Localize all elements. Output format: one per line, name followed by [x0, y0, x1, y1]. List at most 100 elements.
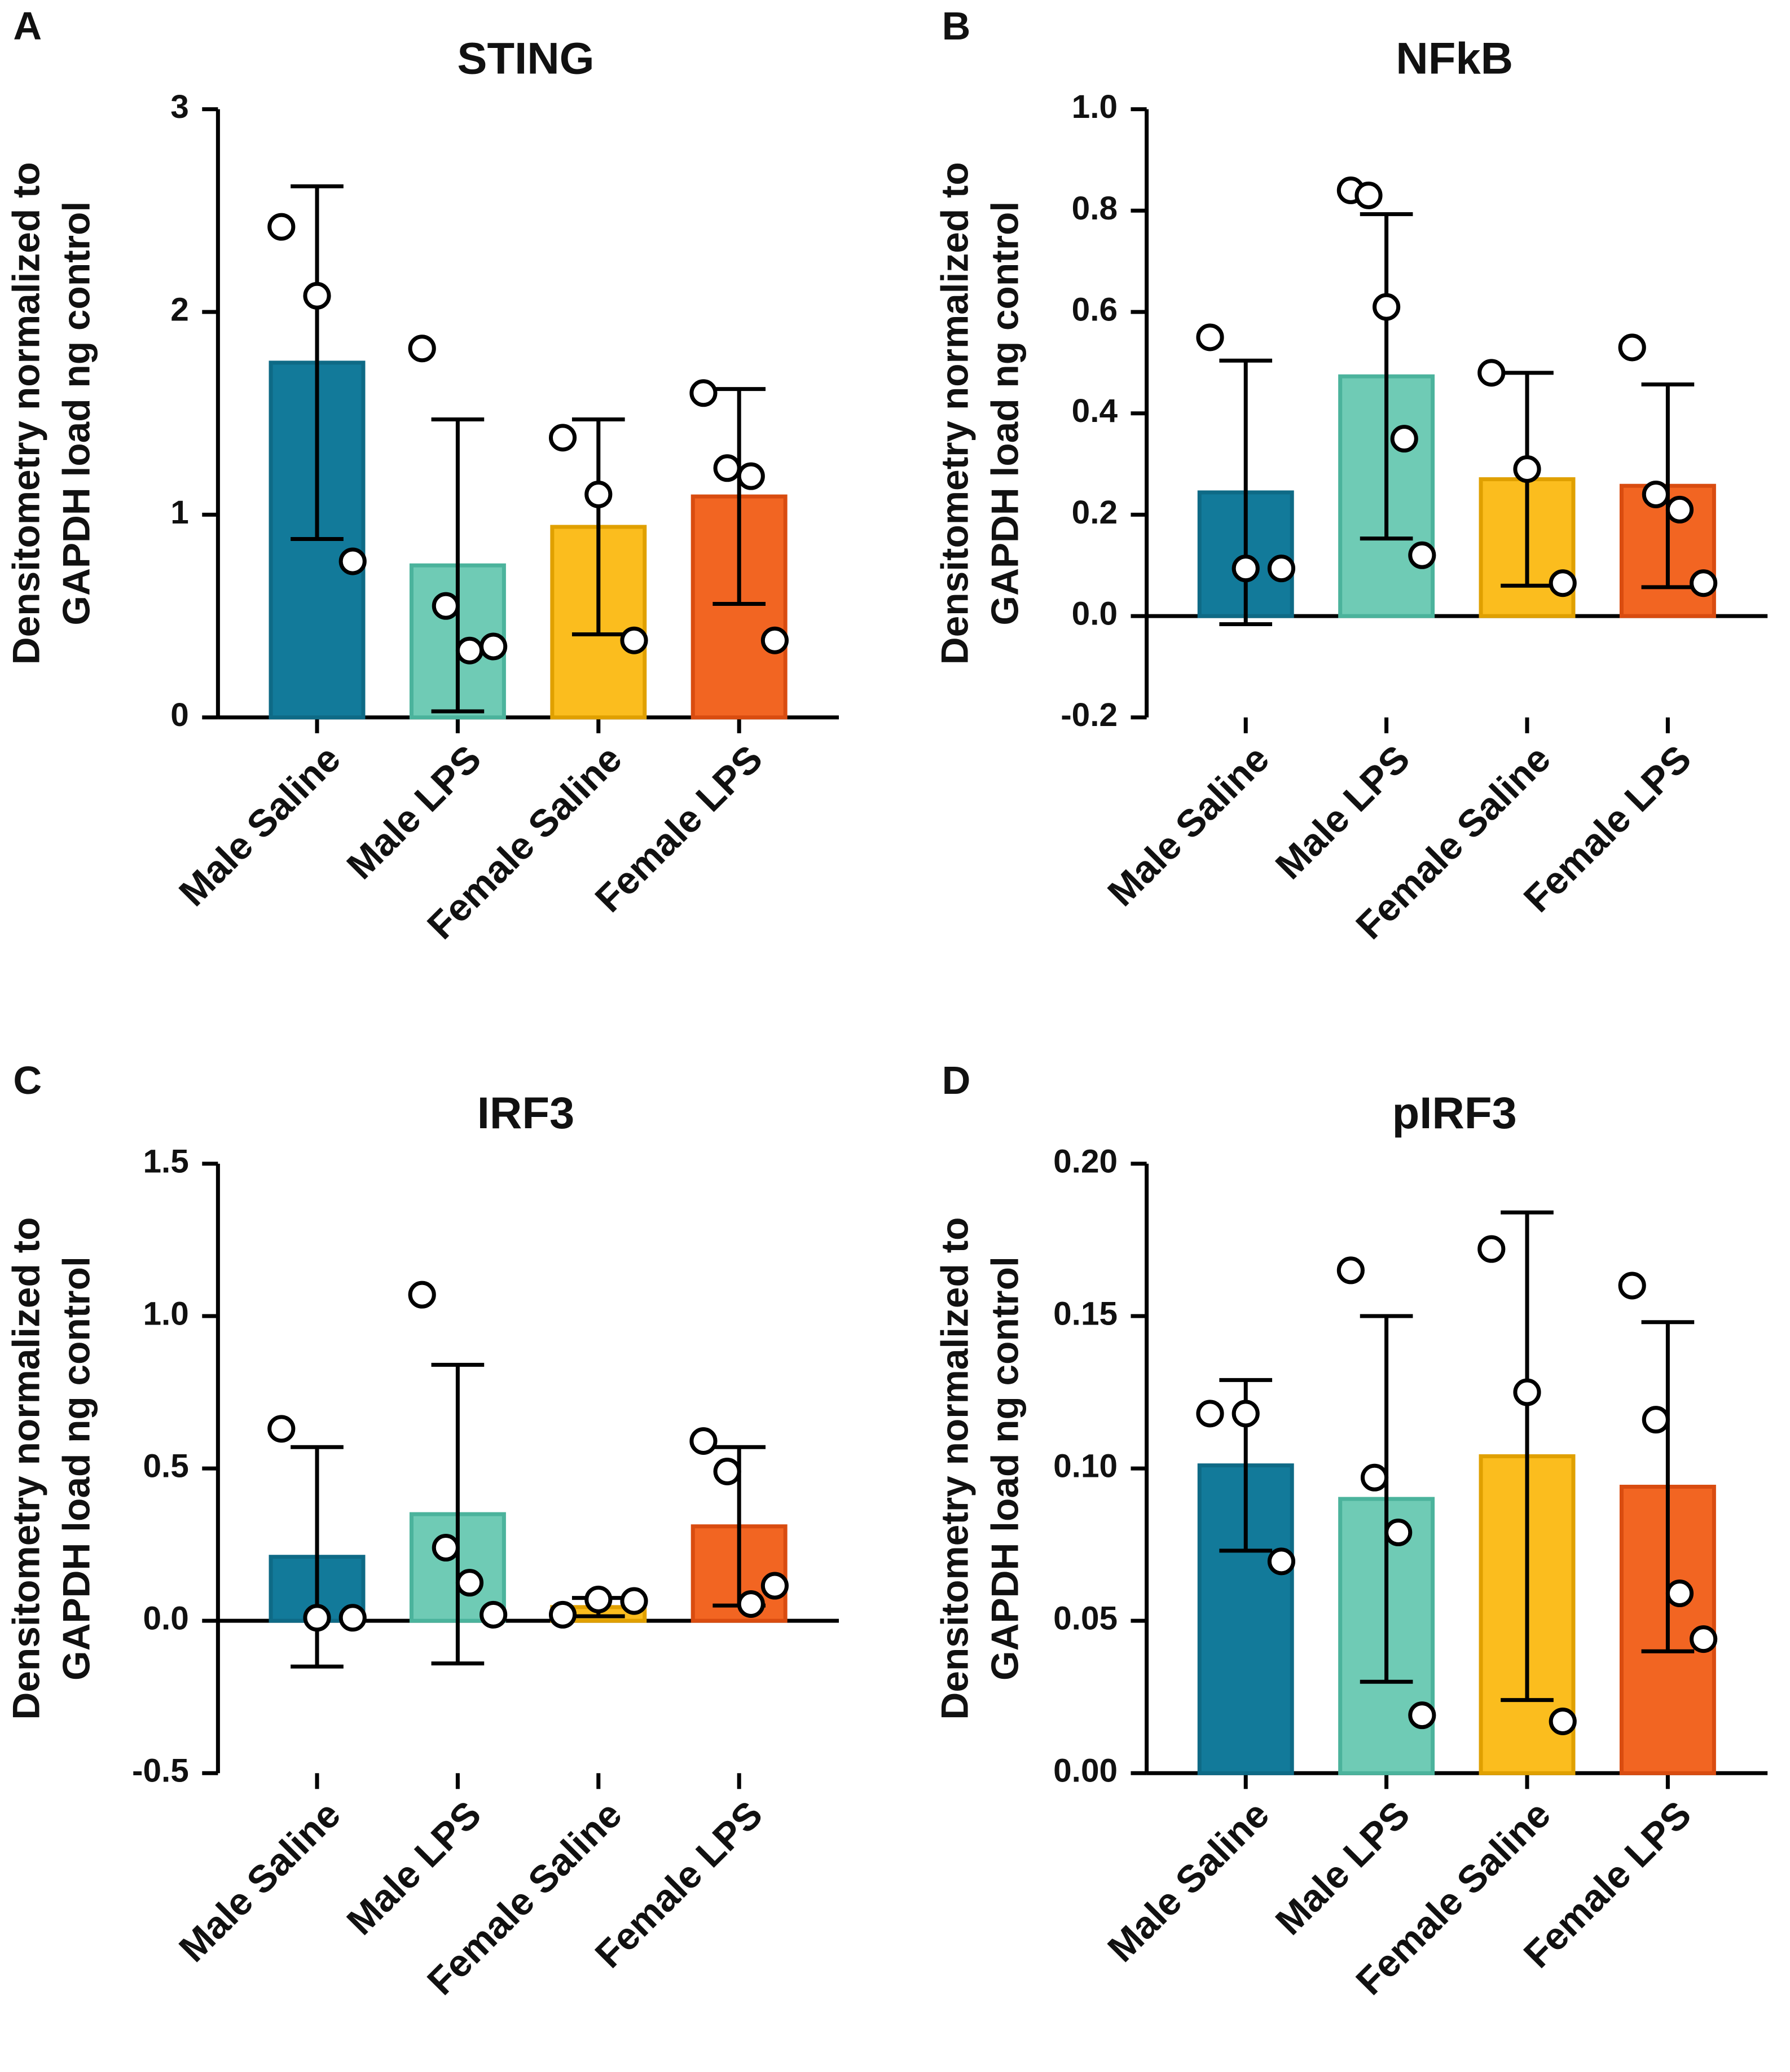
data-point — [480, 1600, 508, 1629]
data-point — [480, 632, 508, 661]
panel-label: A — [13, 4, 42, 48]
chart-title: NFkB — [1396, 33, 1513, 83]
chart-title: STING — [457, 33, 594, 83]
y-axis-label: GAPDH load ng control — [984, 201, 1027, 626]
data-point — [1354, 181, 1383, 209]
data-point — [1267, 555, 1296, 583]
x-tick-label: Male Saline — [171, 1793, 349, 1970]
data-point — [455, 1569, 484, 1597]
y-axis-label: Densitometry normalized to — [934, 162, 977, 665]
data-point — [338, 1604, 367, 1632]
data-point — [760, 626, 789, 654]
data-point — [1408, 1701, 1436, 1730]
data-point — [1267, 1547, 1296, 1576]
y-tick-label: 0.2 — [1072, 494, 1118, 531]
data-point — [1196, 1400, 1224, 1428]
data-point — [408, 335, 436, 363]
data-point — [1513, 1378, 1541, 1406]
y-tick-label: 1 — [170, 494, 189, 531]
y-tick-label: -0.5 — [132, 1753, 189, 1789]
data-point — [1232, 555, 1260, 583]
data-point — [1642, 1406, 1670, 1434]
data-point — [303, 1604, 331, 1632]
data-point — [1408, 541, 1436, 569]
data-point — [303, 281, 331, 310]
x-tick-label: Male LPS — [339, 737, 490, 887]
y-tick-label: 0.20 — [1053, 1143, 1118, 1180]
data-point — [584, 1585, 613, 1613]
x-tick-label: Male Saline — [1100, 737, 1278, 914]
y-tick-label: 0.8 — [1072, 190, 1118, 227]
data-point — [1618, 333, 1646, 362]
data-point — [713, 1457, 741, 1485]
data-point — [432, 592, 460, 620]
panel-label: D — [942, 1058, 971, 1102]
data-point — [737, 462, 765, 490]
data-point — [455, 636, 484, 665]
y-tick-label: 1.0 — [1072, 89, 1118, 125]
data-point — [689, 379, 718, 407]
data-point — [267, 1415, 296, 1443]
data-point — [548, 424, 577, 452]
x-tick-label: Male LPS — [339, 1793, 490, 1943]
data-point — [713, 454, 741, 482]
x-tick-label: Male Saline — [1100, 1793, 1278, 1970]
data-point — [1549, 1707, 1577, 1735]
data-point — [548, 1600, 577, 1629]
data-point — [1232, 1400, 1260, 1428]
data-point — [584, 480, 613, 508]
data-point — [620, 1587, 648, 1615]
y-tick-label: 0.5 — [143, 1448, 188, 1485]
x-tick-label: Male LPS — [1268, 1793, 1418, 1943]
y-tick-label: 0.10 — [1053, 1448, 1118, 1485]
y-axis-label: Densitometry normalized to — [5, 1217, 47, 1720]
panel-label: B — [942, 4, 971, 48]
y-tick-label: 0.15 — [1053, 1295, 1118, 1332]
data-point — [1665, 1580, 1694, 1608]
data-point — [1513, 455, 1541, 483]
data-point — [1690, 569, 1718, 597]
y-tick-label: 2 — [170, 292, 189, 328]
x-tick-label: Male Saline — [171, 737, 349, 914]
y-tick-label: 0.05 — [1053, 1600, 1118, 1637]
data-point — [1390, 425, 1418, 453]
y-axis-label: Densitometry normalized to — [934, 1217, 977, 1720]
y-tick-label: -0.2 — [1061, 697, 1118, 733]
chart-title: pIRF3 — [1392, 1088, 1517, 1138]
data-point — [1360, 1463, 1389, 1492]
data-point — [408, 1281, 436, 1309]
data-point — [338, 547, 367, 575]
y-tick-label: 0.4 — [1072, 393, 1118, 429]
panel-label: C — [13, 1058, 42, 1102]
y-axis-label: Densitometry normalized to — [5, 162, 47, 665]
data-point — [432, 1534, 460, 1562]
y-tick-label: 1.0 — [143, 1295, 188, 1332]
data-point — [1336, 1256, 1365, 1284]
y-tick-label: 0.6 — [1072, 292, 1118, 328]
y-tick-label: 0.0 — [143, 1600, 188, 1637]
data-point — [1196, 323, 1224, 351]
data-point — [760, 1572, 789, 1600]
y-axis-label: GAPDH load ng control — [55, 1256, 98, 1681]
chart-title: IRF3 — [477, 1088, 575, 1138]
data-point — [620, 626, 648, 654]
data-point — [1665, 495, 1694, 524]
data-point — [1618, 1272, 1646, 1300]
y-axis-label: GAPDH load ng control — [55, 201, 98, 626]
data-point — [1477, 1235, 1506, 1263]
data-point — [1690, 1625, 1718, 1653]
x-tick-label: Male LPS — [1268, 737, 1418, 887]
data-point — [1477, 359, 1506, 387]
data-point — [737, 1590, 765, 1618]
data-point — [1384, 1519, 1413, 1547]
data-point — [1373, 293, 1401, 321]
y-axis-label: GAPDH load ng control — [984, 1256, 1027, 1681]
y-tick-label: 0.0 — [1072, 596, 1118, 632]
y-tick-label: 0 — [170, 697, 189, 733]
data-point — [1549, 569, 1577, 597]
data-point — [1642, 480, 1670, 508]
y-tick-label: 3 — [170, 89, 189, 125]
data-point — [689, 1427, 718, 1455]
